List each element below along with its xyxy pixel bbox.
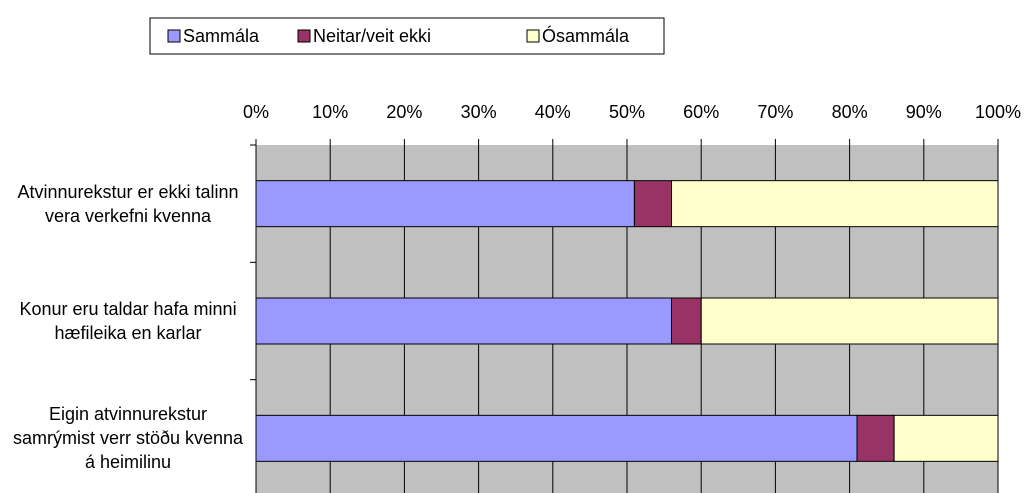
legend-label: Sammála bbox=[183, 26, 260, 46]
x-tick-label: 10% bbox=[312, 102, 348, 122]
legend-swatch bbox=[167, 29, 181, 43]
x-tick-label: 100% bbox=[975, 102, 1021, 122]
bar-segment bbox=[255, 180, 635, 228]
y-tick-label: Atvinnurekstur er ekki talinn vera verke… bbox=[17, 181, 239, 226]
x-tick-label: 40% bbox=[535, 102, 571, 122]
x-tick-label: 80% bbox=[832, 102, 868, 122]
x-tick-label: 50% bbox=[609, 102, 645, 122]
bar-segment bbox=[671, 180, 999, 228]
legend-swatch bbox=[297, 29, 311, 43]
x-tick-label: 90% bbox=[906, 102, 942, 122]
x-tick-label: 20% bbox=[386, 102, 422, 122]
legend-box bbox=[149, 17, 665, 55]
legend-label: Neitar/veit ekki bbox=[313, 26, 431, 46]
x-tick-label: 0% bbox=[243, 102, 269, 122]
legend-label: Ósammála bbox=[542, 25, 630, 46]
x-tick-label: 60% bbox=[683, 102, 719, 122]
y-tick-label: Konur eru taldar hafa minni hæfileika en… bbox=[19, 299, 237, 343]
bar-segment bbox=[671, 297, 702, 345]
bar-segment bbox=[255, 297, 673, 345]
x-tick-label: 70% bbox=[757, 102, 793, 122]
y-tick-label: Eigin atvinnurekstur samrýmist verr stöð… bbox=[12, 404, 244, 473]
bar-segment bbox=[633, 180, 673, 228]
x-tick-label: 30% bbox=[461, 102, 497, 122]
legend-swatch bbox=[526, 29, 540, 43]
bar-segment bbox=[893, 414, 999, 462]
bar-segment bbox=[255, 414, 858, 462]
bar-segment bbox=[856, 414, 895, 462]
bar-segment bbox=[700, 297, 999, 345]
